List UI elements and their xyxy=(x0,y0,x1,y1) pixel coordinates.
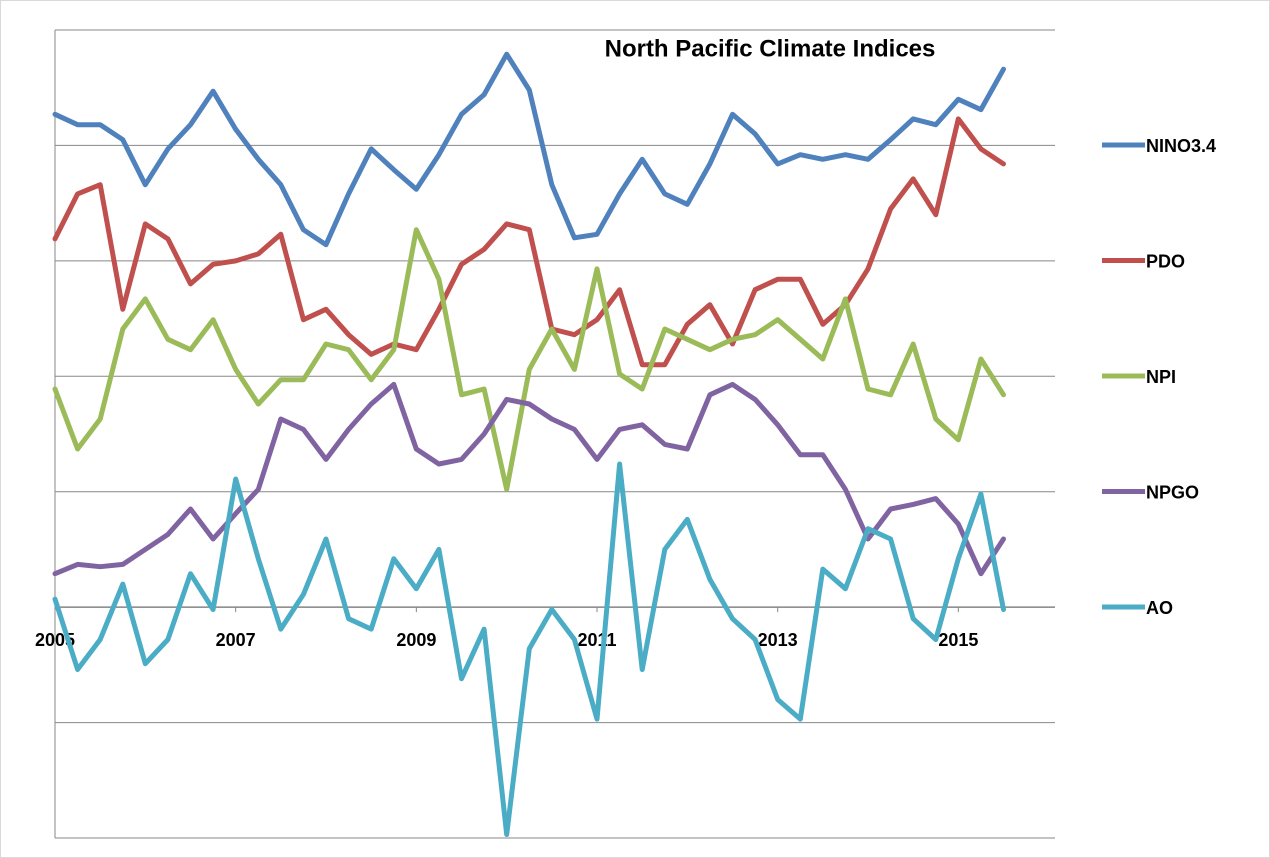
series-line xyxy=(52,381,1006,577)
legend-label: NPGO xyxy=(1146,482,1199,502)
series-line xyxy=(52,51,1006,248)
series-line xyxy=(52,461,1006,837)
x-tick-label: 2009 xyxy=(396,630,436,650)
x-tick-label: 2011 xyxy=(577,630,616,650)
series-line xyxy=(52,227,1006,492)
x-tick-label: 2007 xyxy=(216,630,256,650)
legend-label: AO xyxy=(1146,598,1173,618)
x-tick-label: 2015 xyxy=(938,630,978,650)
legend-label: NPI xyxy=(1146,367,1176,387)
x-tick-label: 2013 xyxy=(758,630,798,650)
legend-label: PDO xyxy=(1146,251,1185,271)
chart-title: North Pacific Climate Indices xyxy=(605,35,936,62)
legend-label: NINO3.4 xyxy=(1146,136,1216,156)
